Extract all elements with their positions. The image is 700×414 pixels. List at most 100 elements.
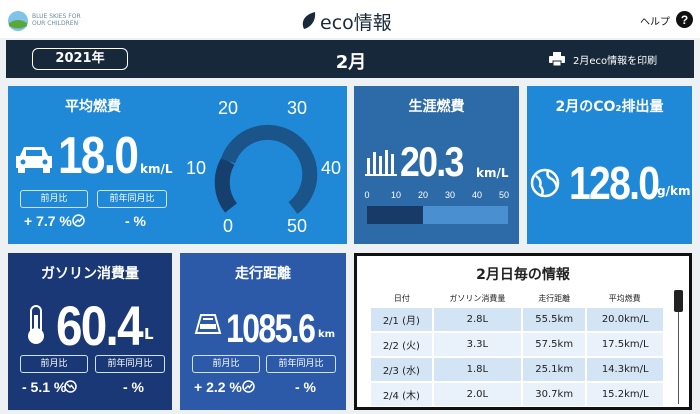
unit: L: [144, 325, 154, 343]
app-title: eco情報: [320, 12, 392, 34]
car-icon: [16, 147, 52, 173]
co2-panel: 2月のCO₂排出量 128.0 g/km: [527, 86, 692, 244]
scroll-track: [678, 290, 679, 404]
table-cell: 14.3km/L: [585, 357, 663, 383]
axis-label: 30: [444, 190, 455, 200]
gauge-label: 40: [321, 158, 342, 178]
table-body: 2/1 (月) 2.8L 55.5km 20.0km/L 2/2 (火) 3.3L 57.5…: [371, 308, 663, 407]
column-header: 日付: [393, 293, 410, 303]
axis-label: 0: [364, 190, 370, 200]
column-header: ガソリン消費量: [449, 293, 506, 303]
unit: km/L: [140, 162, 173, 176]
table-header: 日付 ガソリン消費量 走行距離 平均燃費: [371, 288, 663, 308]
table-cell: 17.5km/L: [585, 332, 663, 358]
daily-table: 日付 ガソリン消費量 走行距離 平均燃費 2/1 (月) 2.8L 55.5km 20.0k…: [371, 288, 663, 407]
svg-text:?: ?: [681, 13, 688, 27]
fuel-panel: ガソリン消費量 60.4 L 前月比 前年同月比 - 5.1 % - %: [8, 253, 172, 410]
table-cell: 57.5km: [520, 332, 587, 358]
gauge: [214, 124, 318, 214]
column-header: 走行距離: [538, 293, 571, 303]
gauge-label: 20: [218, 98, 239, 118]
prev-year-change: - %: [123, 379, 144, 395]
table-row: 2/4 (木) 2.0L 30.7km 15.2km/L: [371, 382, 663, 407]
axis-label: 20: [417, 190, 428, 200]
table-cell: 15.2km/L: [585, 382, 663, 407]
trend-icon: [242, 380, 255, 393]
table-cell: 20.0km/L: [585, 308, 663, 333]
logo-text: BLUE SKIES FOR OUR CHILDREN: [32, 13, 81, 27]
prev-month-change: - 5.1 %: [22, 379, 67, 395]
month-label: 2月: [335, 52, 367, 73]
gauge-label: 30: [287, 98, 308, 118]
daily-info-panel: 2月日毎の情報 日付 ガソリン消費量 走行距離 平均燃費 2/1 (月) 2.8L 55.…: [354, 253, 692, 410]
progress-fill: [367, 206, 423, 224]
prev-month-change: + 2.2 %: [194, 379, 242, 395]
header: BLUE SKIES FOR OUR CHILDREN eco情報 ヘルプ ?: [0, 0, 700, 38]
table-cell: 2/4 (木): [371, 382, 433, 407]
table-cell: 2/3 (水): [371, 357, 433, 383]
avg-mileage-panel: 平均燃費 18.0 km/L 前月比 前年同月比 + 7.7 % - % 20 …: [8, 86, 347, 244]
prev-month-button[interactable]: 前月比: [20, 355, 88, 373]
table-cell: 2.8L: [431, 308, 522, 333]
table-cell: 25.1km: [520, 357, 587, 383]
globe-icon: [530, 168, 560, 198]
distance-panel: 走行距離 1085.6 km 前月比 前年同月比 + 2.2 % - %: [180, 253, 346, 410]
prev-year-change: - %: [125, 213, 146, 229]
bars-icon: [365, 150, 397, 176]
lifetime-mileage-panel: 生涯燃費 20.3 km/L 0 10 20 30 40 50: [354, 86, 519, 244]
gauge-label: 50: [287, 216, 308, 236]
table-cell: 30.7km: [520, 382, 587, 407]
value: 18.0: [58, 127, 139, 185]
print-icon[interactable]: [549, 52, 565, 66]
axis-label: 40: [471, 190, 482, 200]
prev-year-change: - %: [295, 379, 316, 395]
panel-title: 生涯燃費: [408, 99, 465, 115]
prev-month-button[interactable]: 前月比: [192, 355, 260, 373]
panel-title: 走行距離: [235, 266, 291, 282]
gauge-label: 10: [186, 158, 207, 178]
trend-icon: [72, 214, 85, 227]
table-cell: 2.0L: [431, 382, 522, 407]
unit: g/km: [657, 184, 691, 198]
column-header: 平均燃費: [608, 293, 641, 303]
thermometer-icon: [28, 305, 44, 344]
table-row: 2/2 (火) 3.3L 57.5km 17.5km/L: [371, 332, 663, 358]
prev-year-button[interactable]: 前年同月比: [266, 355, 336, 373]
table-cell: 2/1 (月): [371, 308, 433, 333]
print-button[interactable]: 2月eco情報を印刷: [573, 56, 658, 67]
value: 128.0: [569, 157, 660, 209]
table-cell: 1.8L: [431, 357, 522, 383]
toolbar: 2021年 2月 2月eco情報を印刷: [6, 40, 694, 78]
value: 20.3: [400, 138, 464, 185]
help-link[interactable]: ヘルプ: [640, 17, 670, 28]
table-row: 2/1 (月) 2.8L 55.5km 20.0km/L: [371, 308, 663, 333]
trend-icon: [64, 380, 77, 393]
help-icon[interactable]: ?: [676, 11, 693, 28]
value: 60.4: [56, 294, 144, 357]
gauge-label: 0: [223, 216, 234, 236]
prev-month-change: + 7.7 %: [24, 213, 72, 229]
panel-title: ガソリン消費量: [41, 266, 139, 282]
table-cell: 3.3L: [431, 332, 522, 358]
table-row: 2/3 (水) 1.8L 25.1km 14.3km/L: [371, 357, 663, 383]
logo-line: BLUE SKIES FOR: [32, 13, 81, 20]
unit: km/L: [476, 166, 509, 180]
progress-track: [367, 206, 508, 224]
prev-month-button[interactable]: 前月比: [20, 190, 88, 208]
panel-title: 2月のCO₂排出量: [555, 99, 664, 115]
logo-icon: [8, 11, 28, 31]
prev-year-button[interactable]: 前年同月比: [95, 355, 165, 373]
odometer-icon: [194, 314, 222, 334]
unit: km: [318, 329, 336, 340]
year-selector[interactable]: 2021年: [32, 48, 128, 70]
value: 1085.6: [226, 307, 316, 351]
prev-year-button[interactable]: 前年同月比: [97, 190, 167, 208]
panel-title: 平均燃費: [65, 99, 121, 115]
scroll-thumb[interactable]: [674, 290, 683, 312]
logo-line: OUR CHILDREN: [32, 20, 79, 27]
panel-title: 2月日毎の情報: [476, 267, 570, 283]
axis-label: 50: [498, 190, 509, 200]
axis-label: 10: [390, 190, 401, 200]
table-cell: 2/2 (火): [371, 332, 433, 358]
